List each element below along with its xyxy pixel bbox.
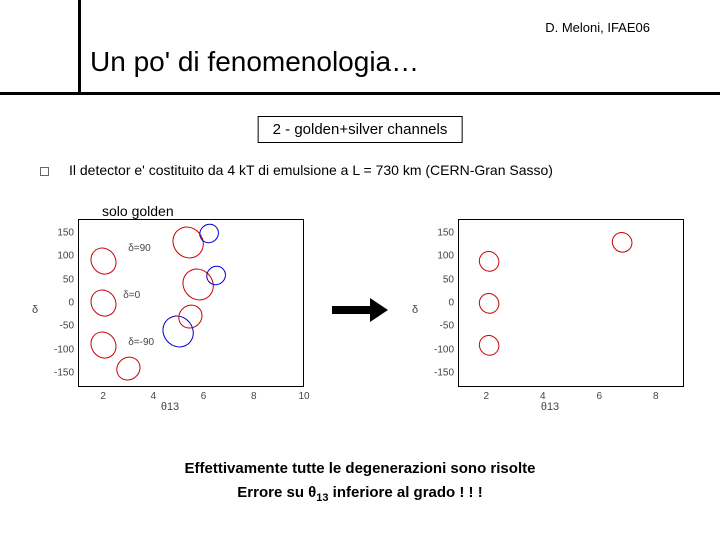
xtick: 2 [100,387,106,402]
xtick: 4 [540,387,546,402]
ylabel: δ [32,304,38,316]
bullet-item: Il detector e' costituito da 4 kT di emu… [40,162,700,178]
arrow-icon [330,298,390,322]
theta-subscript: 13 [316,492,328,504]
xlabel: θ13 [161,401,179,413]
ylabel: δ [412,304,418,316]
xtick: 2 [483,387,489,402]
ytick: -100 [434,344,458,355]
ytick: 0 [68,298,78,309]
plot-left: solo golden δ θ13 -150 -100 -50 0 50 100 150 2 4… [30,205,310,415]
caption: Effettivamente tutte le degenerazioni so… [0,457,720,508]
ytick: 150 [437,228,458,239]
ytick: 100 [437,251,458,262]
xtick: 10 [298,387,309,402]
caption-frag: inferiore al grado ! ! ! [329,484,483,501]
plot-left-label: solo golden [102,203,174,219]
xtick: 6 [201,387,207,402]
plot-right: δ θ13 -150 -100 -50 0 50 100 150 2 4 6 8 [410,205,690,415]
ytick: 100 [57,251,78,262]
xlabel: θ13 [541,401,559,413]
caption-line-2: Errore su θ13 inferiore al grado ! ! ! [0,481,720,508]
plots-row: solo golden δ θ13 -150-100-5005010015024… [30,195,690,425]
page-title: Un po' di fenomenologia… [90,46,419,78]
ytick: 50 [443,274,458,285]
ytick: -150 [434,368,458,379]
ytick: -100 [54,344,78,355]
xtick: 4 [151,387,157,402]
title-rule-h [0,92,720,95]
bullet-marker-icon [40,167,49,176]
ytick: 0 [448,298,458,309]
plot-annotation: δ=0 [123,290,140,301]
caption-frag: Errore su [237,484,308,501]
attribution: D. Meloni, IFAE06 [545,20,650,35]
caption-line-1: Effettivamente tutte le degenerazioni so… [0,457,720,481]
xtick: 6 [596,387,602,402]
plot-annotation: δ=90 [128,243,151,254]
ytick: -50 [60,321,78,332]
ytick: 50 [63,274,78,285]
ytick: -150 [54,368,78,379]
plot-annotation: δ=-90 [128,337,154,348]
bullet-text: Il detector e' costituito da 4 kT di emu… [69,162,553,178]
subtitle-box: 2 - golden+silver channels [258,116,463,143]
xtick: 8 [251,387,257,402]
xtick: 8 [653,387,659,402]
ytick: 150 [57,228,78,239]
title-rule-v [78,0,81,92]
ytick: -50 [440,321,458,332]
